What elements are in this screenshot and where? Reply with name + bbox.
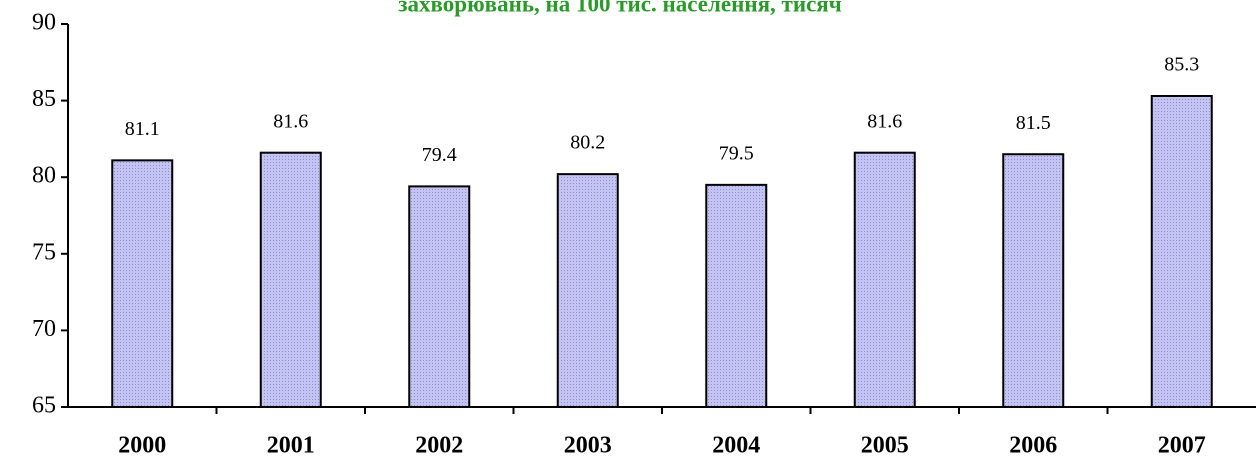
bar <box>1150 95 1213 408</box>
value-label: 79.4 <box>422 144 457 166</box>
x-tick-label: 2006 <box>1009 433 1057 459</box>
x-tick-label: 2005 <box>861 433 909 459</box>
chart-title: захворювань, на 100 тис. населення, тися… <box>398 0 841 16</box>
y-tick-label: 80 <box>32 163 56 189</box>
bar <box>853 151 916 408</box>
bar <box>705 183 768 408</box>
value-label: 79.5 <box>719 142 754 164</box>
x-tick-label: 2001 <box>267 433 315 459</box>
bar <box>111 159 174 408</box>
bar <box>556 173 619 408</box>
value-label: 81.6 <box>867 110 902 132</box>
bar <box>1002 153 1065 408</box>
x-tick-label: 2000 <box>118 433 166 459</box>
x-tick-label: 2004 <box>712 433 760 459</box>
x-tick-label: 2003 <box>564 433 612 459</box>
y-tick-label: 90 <box>32 10 56 36</box>
y-tick-label: 70 <box>32 316 56 342</box>
value-label: 81.5 <box>1016 112 1051 134</box>
y-tick-label: 85 <box>32 86 56 112</box>
value-label: 81.6 <box>273 110 308 132</box>
y-tick-label: 75 <box>32 239 56 265</box>
bar <box>408 185 471 408</box>
x-tick-label: 2002 <box>415 433 463 459</box>
value-label: 85.3 <box>1164 54 1199 76</box>
y-tick-label: 65 <box>32 393 56 419</box>
bar <box>259 151 322 408</box>
value-label: 80.2 <box>570 132 605 154</box>
x-tick-label: 2007 <box>1158 433 1206 459</box>
value-label: 81.1 <box>125 118 160 140</box>
